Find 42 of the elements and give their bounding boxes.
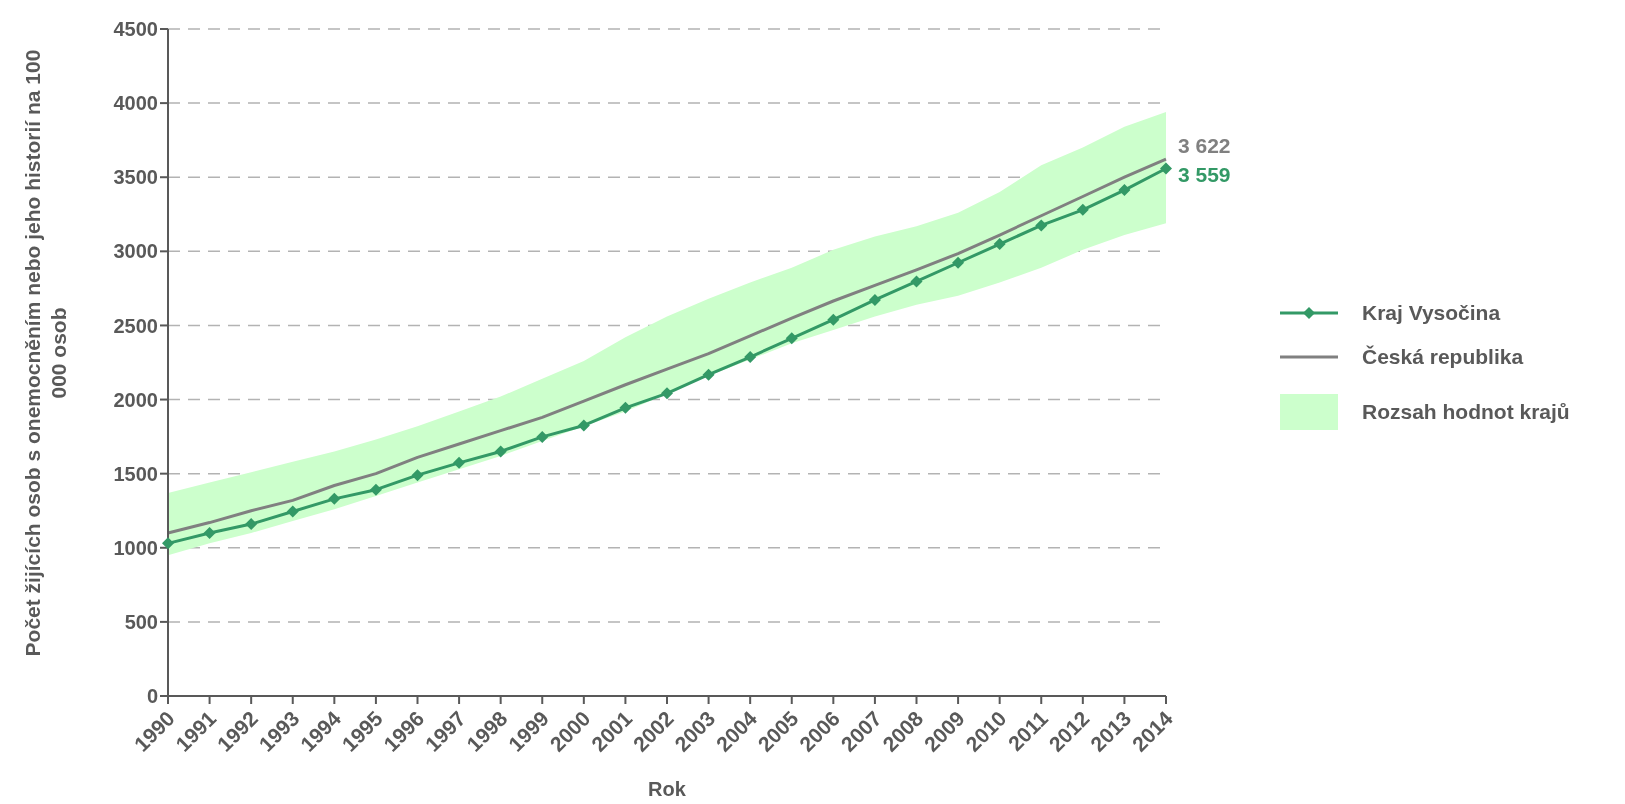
point (453, 456, 466, 469)
point (910, 275, 923, 288)
point (369, 483, 382, 496)
point (952, 256, 965, 269)
point (827, 313, 840, 326)
legend-label: Česká republika (1362, 345, 1524, 369)
point (1118, 184, 1131, 197)
legend-label: Rozsah hodnot krajů (1362, 400, 1570, 424)
y-tick-label: 1000 (113, 536, 158, 559)
point (328, 492, 341, 505)
point (661, 387, 673, 400)
y-tick-label: 1500 (113, 462, 158, 485)
point (785, 332, 798, 345)
point (744, 351, 757, 364)
y-tick-label: 4500 (113, 18, 158, 41)
point (1160, 162, 1172, 175)
point (411, 469, 424, 482)
point (993, 238, 1006, 251)
point (203, 526, 216, 539)
data-label: 3 622 (1178, 134, 1231, 158)
y-axis-title: Počet žijících osob s onemocněním nebo jeho historií na 100 000 osob (20, 48, 71, 659)
y-tick-label: 3500 (113, 166, 158, 189)
y-tick-label: 3000 (113, 240, 158, 263)
y-tick-label: 4000 (113, 92, 158, 115)
point (286, 505, 299, 518)
point (702, 368, 715, 381)
point (536, 430, 549, 443)
point (245, 518, 258, 531)
legend-label: Kraj Vysočina (1362, 301, 1501, 325)
y-tick-label: 2000 (113, 388, 158, 411)
point (868, 293, 881, 306)
point (1035, 219, 1048, 232)
point (162, 537, 174, 550)
y-tick-label: 0 (146, 685, 158, 708)
y-tick-label: 500 (124, 610, 158, 633)
y-tick-label: 2500 (113, 314, 158, 337)
point (619, 401, 632, 414)
point (1076, 203, 1089, 216)
x-axis-title: Rok (647, 778, 687, 800)
point (494, 445, 507, 458)
point (577, 419, 590, 432)
data-label: 3 559 (1178, 163, 1231, 187)
